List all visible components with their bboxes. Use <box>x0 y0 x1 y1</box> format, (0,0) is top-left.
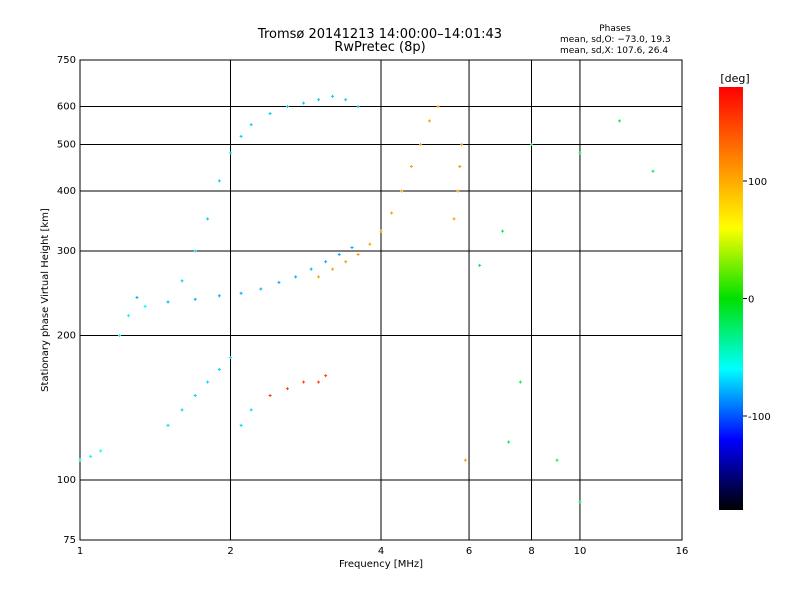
colorbar-ticks: 100 0 -100 <box>743 177 771 423</box>
y-tick-label: 500 <box>57 140 76 151</box>
phase-stats-o: mean, sd,O: −73.0, 19.3 <box>560 35 671 45</box>
grid-layer <box>80 60 682 540</box>
x-tick-label: 4 <box>378 546 384 557</box>
phase-heading: Phases <box>599 24 631 34</box>
x-tick-label: 16 <box>676 546 689 557</box>
y-tick-label: 400 <box>57 186 76 197</box>
chart-title-line1: Tromsø 20141213 14:00:00–14:01:43 <box>257 27 503 42</box>
colorbar-tick-label: -100 <box>748 412 771 423</box>
y-axis-label: Stationary phase Virtual Height [km] <box>40 208 51 392</box>
point-layer <box>78 94 655 504</box>
colorbar <box>719 87 743 510</box>
y-tick-label: 75 <box>63 535 76 546</box>
x-tick-label: 2 <box>227 546 233 557</box>
colorbar-tick-label: 100 <box>748 177 767 188</box>
x-tick-label: 8 <box>528 546 534 557</box>
y-tick-label: 600 <box>57 102 76 113</box>
chart-title-line2: RwPretec (8p) <box>334 40 426 55</box>
x-tick-label: 6 <box>466 546 472 557</box>
y-tick-label: 300 <box>57 246 76 257</box>
y-tick-label: 100 <box>57 475 76 486</box>
colorbar-label: [deg] <box>720 72 749 85</box>
y-tick-label: 200 <box>57 331 76 342</box>
phase-stats-x: mean, sd,X: 107.6, 26.4 <box>560 46 669 56</box>
x-tick-label: 1 <box>77 546 83 557</box>
y-tick-label: 750 <box>57 55 76 66</box>
colorbar-tick-label: 0 <box>748 295 754 306</box>
x-axis-label: Frequency [MHz] <box>339 559 423 570</box>
tick-layer: 1 2 4 6 8 10 16 75 100 200 300 400 500 600 750 <box>57 55 688 557</box>
x-tick-label: 10 <box>574 546 587 557</box>
